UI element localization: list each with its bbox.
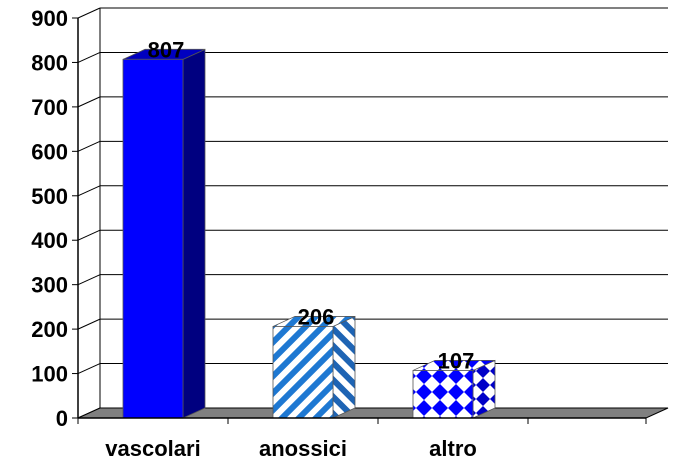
x-category-label: vascolari [105,436,200,461]
y-tick-label: 400 [31,228,68,253]
gridline-depth [77,229,101,241]
y-tick-label: 600 [31,139,68,164]
gridline-depth [77,318,101,330]
y-tick-label: 0 [56,406,68,431]
gridline-depth [77,7,101,19]
y-tick-label: 800 [31,50,68,75]
chart-axes [72,17,647,424]
gridline-depth [77,96,101,108]
gridline-depth [77,185,101,197]
y-tick-label: 100 [31,362,68,387]
chart-labels: 0 100 200 300 400 500 600 700 800 900 807 vascolari… [31,6,477,461]
y-tick-label: 200 [31,317,68,342]
gridline-depth [77,363,101,375]
bar-anossici-side [332,315,356,419]
chart-bars [122,48,496,419]
y-tick-label: 500 [31,184,68,209]
data-label: 206 [298,304,335,329]
x-category-label: anossici [259,436,347,461]
data-label: 807 [148,37,185,62]
gridline-depth [77,51,101,63]
data-label: 107 [438,348,475,373]
y-tick-label: 900 [31,6,68,31]
y-tick-label: 300 [31,273,68,298]
bar-vascolari [122,58,184,419]
gridline-depth [77,274,101,286]
gridline-depth [77,140,101,152]
x-category-label: altro [429,436,477,461]
y-tick-label: 700 [31,95,68,120]
bar-vascolari-side [182,48,206,419]
bar-anossici [272,326,334,419]
bar-altro [412,370,474,419]
